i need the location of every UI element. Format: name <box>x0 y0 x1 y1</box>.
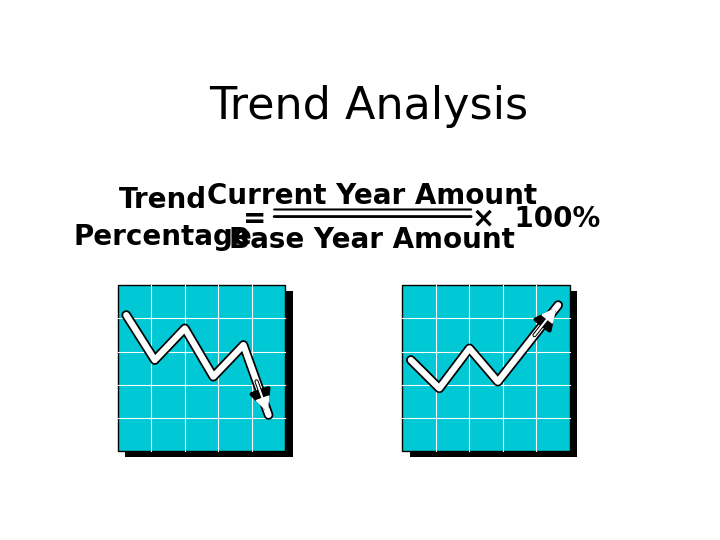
Text: ×  100%: × 100% <box>472 205 600 233</box>
Text: =: = <box>243 205 266 233</box>
Bar <box>125 291 292 457</box>
Text: Current Year Amount: Current Year Amount <box>207 182 537 210</box>
Bar <box>402 285 570 451</box>
Bar <box>118 285 285 451</box>
Text: Base Year Amount: Base Year Amount <box>229 226 515 254</box>
Text: Trend
Percentage: Trend Percentage <box>73 186 252 251</box>
Bar <box>410 291 577 457</box>
Text: Trend Analysis: Trend Analysis <box>210 85 528 128</box>
